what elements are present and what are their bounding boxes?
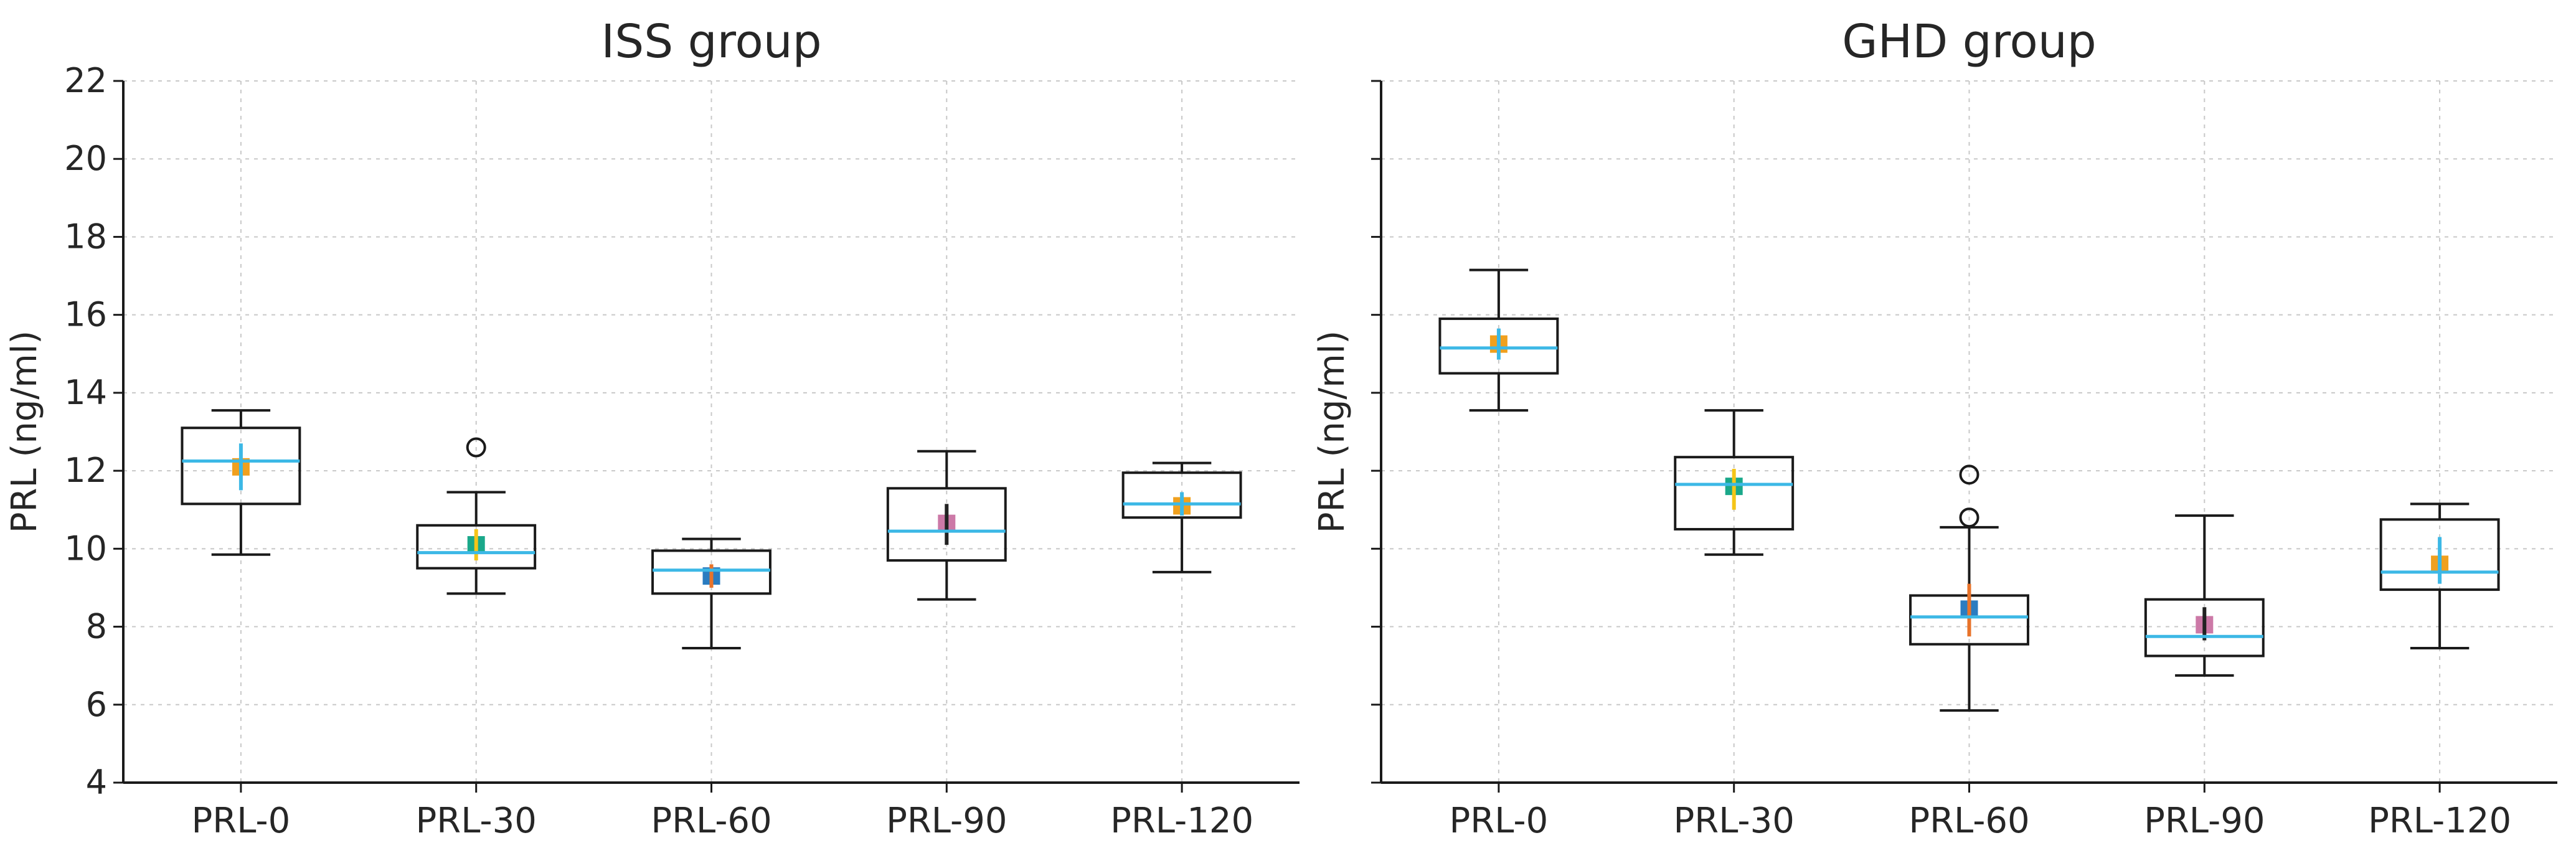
iqr-box [1438,317,1559,375]
x-tick-label: PRL-30 [416,801,537,841]
box-prl-60 [1909,464,2029,712]
iqr-box [416,524,537,570]
box-prl-30 [1674,409,1795,556]
box-prl-0 [181,409,301,556]
y-tick-label: 4 [86,763,107,802]
chart-panel-iss: 4 6 8 10 12 14 16 18 20 22 PRL-0 PRL-30 PRL-60 PRL-90… [4,15,1300,841]
outlier-point [1959,507,1979,528]
x-tick-label: PRL-120 [2368,801,2511,841]
iqr-box [651,549,771,595]
x-tick-label: PRL-30 [1674,801,1795,841]
iqr-box [181,426,301,506]
box-prl-90 [886,450,1007,601]
chart-title: GHD group [1842,15,2096,68]
outlier-point [1959,464,1979,485]
iqr-box [1121,471,1242,519]
box-prl-0 [1438,268,1559,412]
y-tick-label: 20 [64,139,107,178]
y-tick-label: 16 [64,295,107,334]
box-prl-120 [1121,461,1242,573]
chart-title: ISS group [601,15,821,68]
box-prl-120 [2379,502,2500,649]
y-tick-label: 8 [86,607,107,646]
box-prl-30 [416,437,537,595]
x-tick-label: PRL-90 [2144,801,2265,841]
iqr-box [1674,456,1795,531]
box-prl-90 [2144,514,2265,677]
x-tick-label: PRL-90 [886,801,1007,841]
y-tick-label: 6 [86,685,107,724]
y-tick-label: 22 [64,61,107,100]
x-tick-label: PRL-120 [1110,801,1253,841]
y-tick-label: 12 [64,451,107,490]
x-tick-label: PRL-60 [1908,801,2029,841]
x-tick-label: PRL-0 [1450,801,1549,841]
x-tick-label: PRL-0 [192,801,291,841]
y-axis-label: PRL (ng/ml) [1312,331,1352,533]
iqr-box [886,487,1007,562]
chart-panel-ghd: PRL-0 PRL-30 PRL-60 PRL-90 PRL-120 GHD group P… [1312,15,2557,841]
x-tick-label: PRL-60 [651,801,771,841]
outlier-point [466,437,486,458]
y-tick-label: 18 [64,217,107,256]
y-tick-label: 14 [64,373,107,412]
y-tick-label: 10 [64,529,107,568]
iqr-box [2379,518,2500,591]
iqr-box [2144,598,2265,657]
box-prl-60 [651,537,771,649]
y-axis-label: PRL (ng/ml) [4,331,45,533]
